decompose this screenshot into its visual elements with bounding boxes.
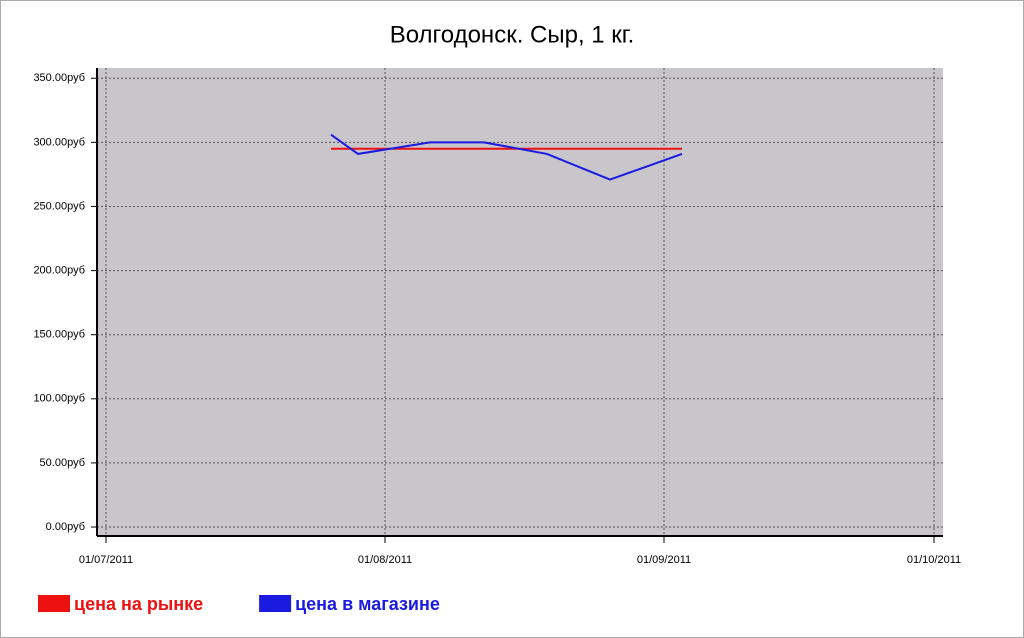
y-tick-label: 50.00руб [40,457,85,469]
y-tick-label: 350.00руб [33,72,85,84]
plot-area [97,68,943,536]
y-tick-label: 250.00руб [33,200,85,212]
legend-swatch [259,595,292,612]
y-tick-label: 150.00руб [33,329,85,341]
x-tick-label: 01/09/2011 [637,554,691,566]
y-tick-label: 300.00руб [33,136,85,148]
y-tick-label: 200.00руб [33,264,85,276]
legend-swatch [38,595,70,612]
line [330,133,683,181]
y-tick-label: 0.00руб [46,521,85,533]
chart-title: Волгодонск. Сыр, 1 кг. [390,21,635,48]
y-tick-label: 100.00руб [33,393,85,405]
legend-label: цена на рынке [74,594,203,614]
legend-label: цена в магазине [295,594,440,614]
x-tick-label: 01/10/2011 [907,554,961,566]
x-tick-label: 01/08/2011 [358,554,412,566]
x-tick-label: 01/07/2011 [79,554,133,566]
